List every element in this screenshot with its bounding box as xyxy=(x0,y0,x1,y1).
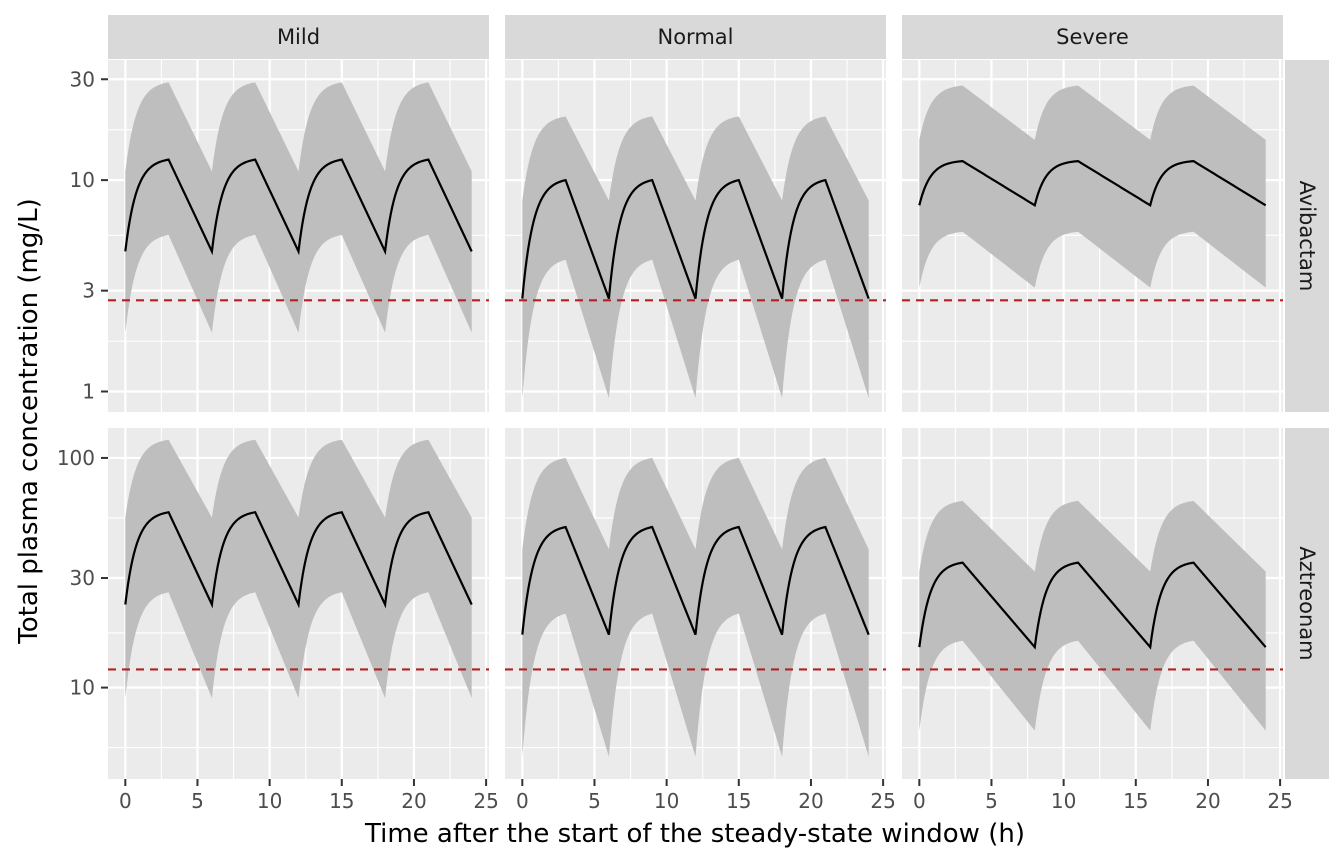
panel-aztreonam-severe xyxy=(902,428,1283,779)
median-line xyxy=(918,561,1267,650)
strip-background xyxy=(1285,60,1329,412)
x-tick-label: 15 xyxy=(726,789,751,813)
x-tick-label: 0 xyxy=(119,789,132,813)
median-line xyxy=(521,525,870,636)
x-tick-label: 10 xyxy=(1051,789,1076,813)
strip-label: Normal xyxy=(658,25,734,49)
x-tick-label: 20 xyxy=(798,789,823,813)
prediction-interval-ribbon xyxy=(522,116,869,399)
strip-normal: Normal xyxy=(505,15,886,59)
x-tick-label: 10 xyxy=(654,789,679,813)
x-tick-label: 5 xyxy=(588,789,601,813)
panel-avibactam-normal xyxy=(505,60,886,412)
panels-layer xyxy=(108,60,1283,779)
prediction-interval-ribbon xyxy=(919,500,1266,731)
prediction-interval-ribbon xyxy=(125,439,472,699)
prediction-interval-ribbon xyxy=(522,457,869,757)
strip-mild: Mild xyxy=(108,15,489,59)
median-line xyxy=(124,158,473,256)
axes-layer: 1 3 10 30 10 30 100 0 5 10 15 20 25 0 5 10 15 20 25 0 5 10 15 2… xyxy=(57,67,1293,813)
x-tick-label: 15 xyxy=(329,789,354,813)
x-tick-label: 5 xyxy=(985,789,998,813)
strip-background xyxy=(505,15,886,59)
panel-aztreonam-normal xyxy=(505,428,886,779)
x-tick-label: 25 xyxy=(1267,789,1292,813)
x-axis-title: Time after the start of the steady-state… xyxy=(364,819,1025,849)
x-tick-label: 25 xyxy=(473,789,498,813)
x-tick-label: 0 xyxy=(913,789,926,813)
strip-avibactam: Avibactam xyxy=(1285,60,1329,412)
median-line xyxy=(918,159,1267,208)
y-tick-label: 100 xyxy=(57,446,95,470)
strip-background xyxy=(1285,428,1329,779)
x-tick-label: 25 xyxy=(870,789,895,813)
strip-label: Severe xyxy=(1056,25,1129,49)
strip-label: Aztreonam xyxy=(1295,546,1319,660)
panel-avibactam-severe xyxy=(902,60,1283,412)
y-tick-label: 1 xyxy=(82,380,95,404)
panel-aztreonam-mild xyxy=(108,428,489,779)
y-tick-label: 10 xyxy=(70,168,95,192)
prediction-interval-ribbon xyxy=(125,82,472,333)
y-tick-label: 30 xyxy=(70,566,95,590)
y-tick-label: 10 xyxy=(70,676,95,700)
panel-avibactam-mild xyxy=(108,60,489,412)
x-tick-label: 5 xyxy=(191,789,204,813)
x-tick-label: 15 xyxy=(1123,789,1148,813)
strip-label: Mild xyxy=(277,25,320,49)
x-tick-label: 20 xyxy=(1195,789,1220,813)
strip-background xyxy=(902,15,1283,59)
x-tick-label: 20 xyxy=(401,789,426,813)
y-axis-title: Total plasma concentration (mg/L) xyxy=(14,198,44,644)
median-line xyxy=(124,511,473,609)
x-tick-label: 10 xyxy=(257,789,282,813)
strip-label: Avibactam xyxy=(1295,181,1319,292)
median-line xyxy=(521,178,870,300)
strip-severe: Severe xyxy=(902,15,1283,59)
y-tick-label: 3 xyxy=(82,279,95,303)
y-tick-label: 30 xyxy=(70,67,95,91)
prediction-interval-ribbon xyxy=(919,85,1266,288)
x-tick-label: 0 xyxy=(516,789,529,813)
strip-background xyxy=(108,15,489,59)
strips-layer: Mild Normal Severe Avibactam Aztreonam xyxy=(108,15,1329,779)
strip-aztreonam: Aztreonam xyxy=(1285,428,1329,779)
